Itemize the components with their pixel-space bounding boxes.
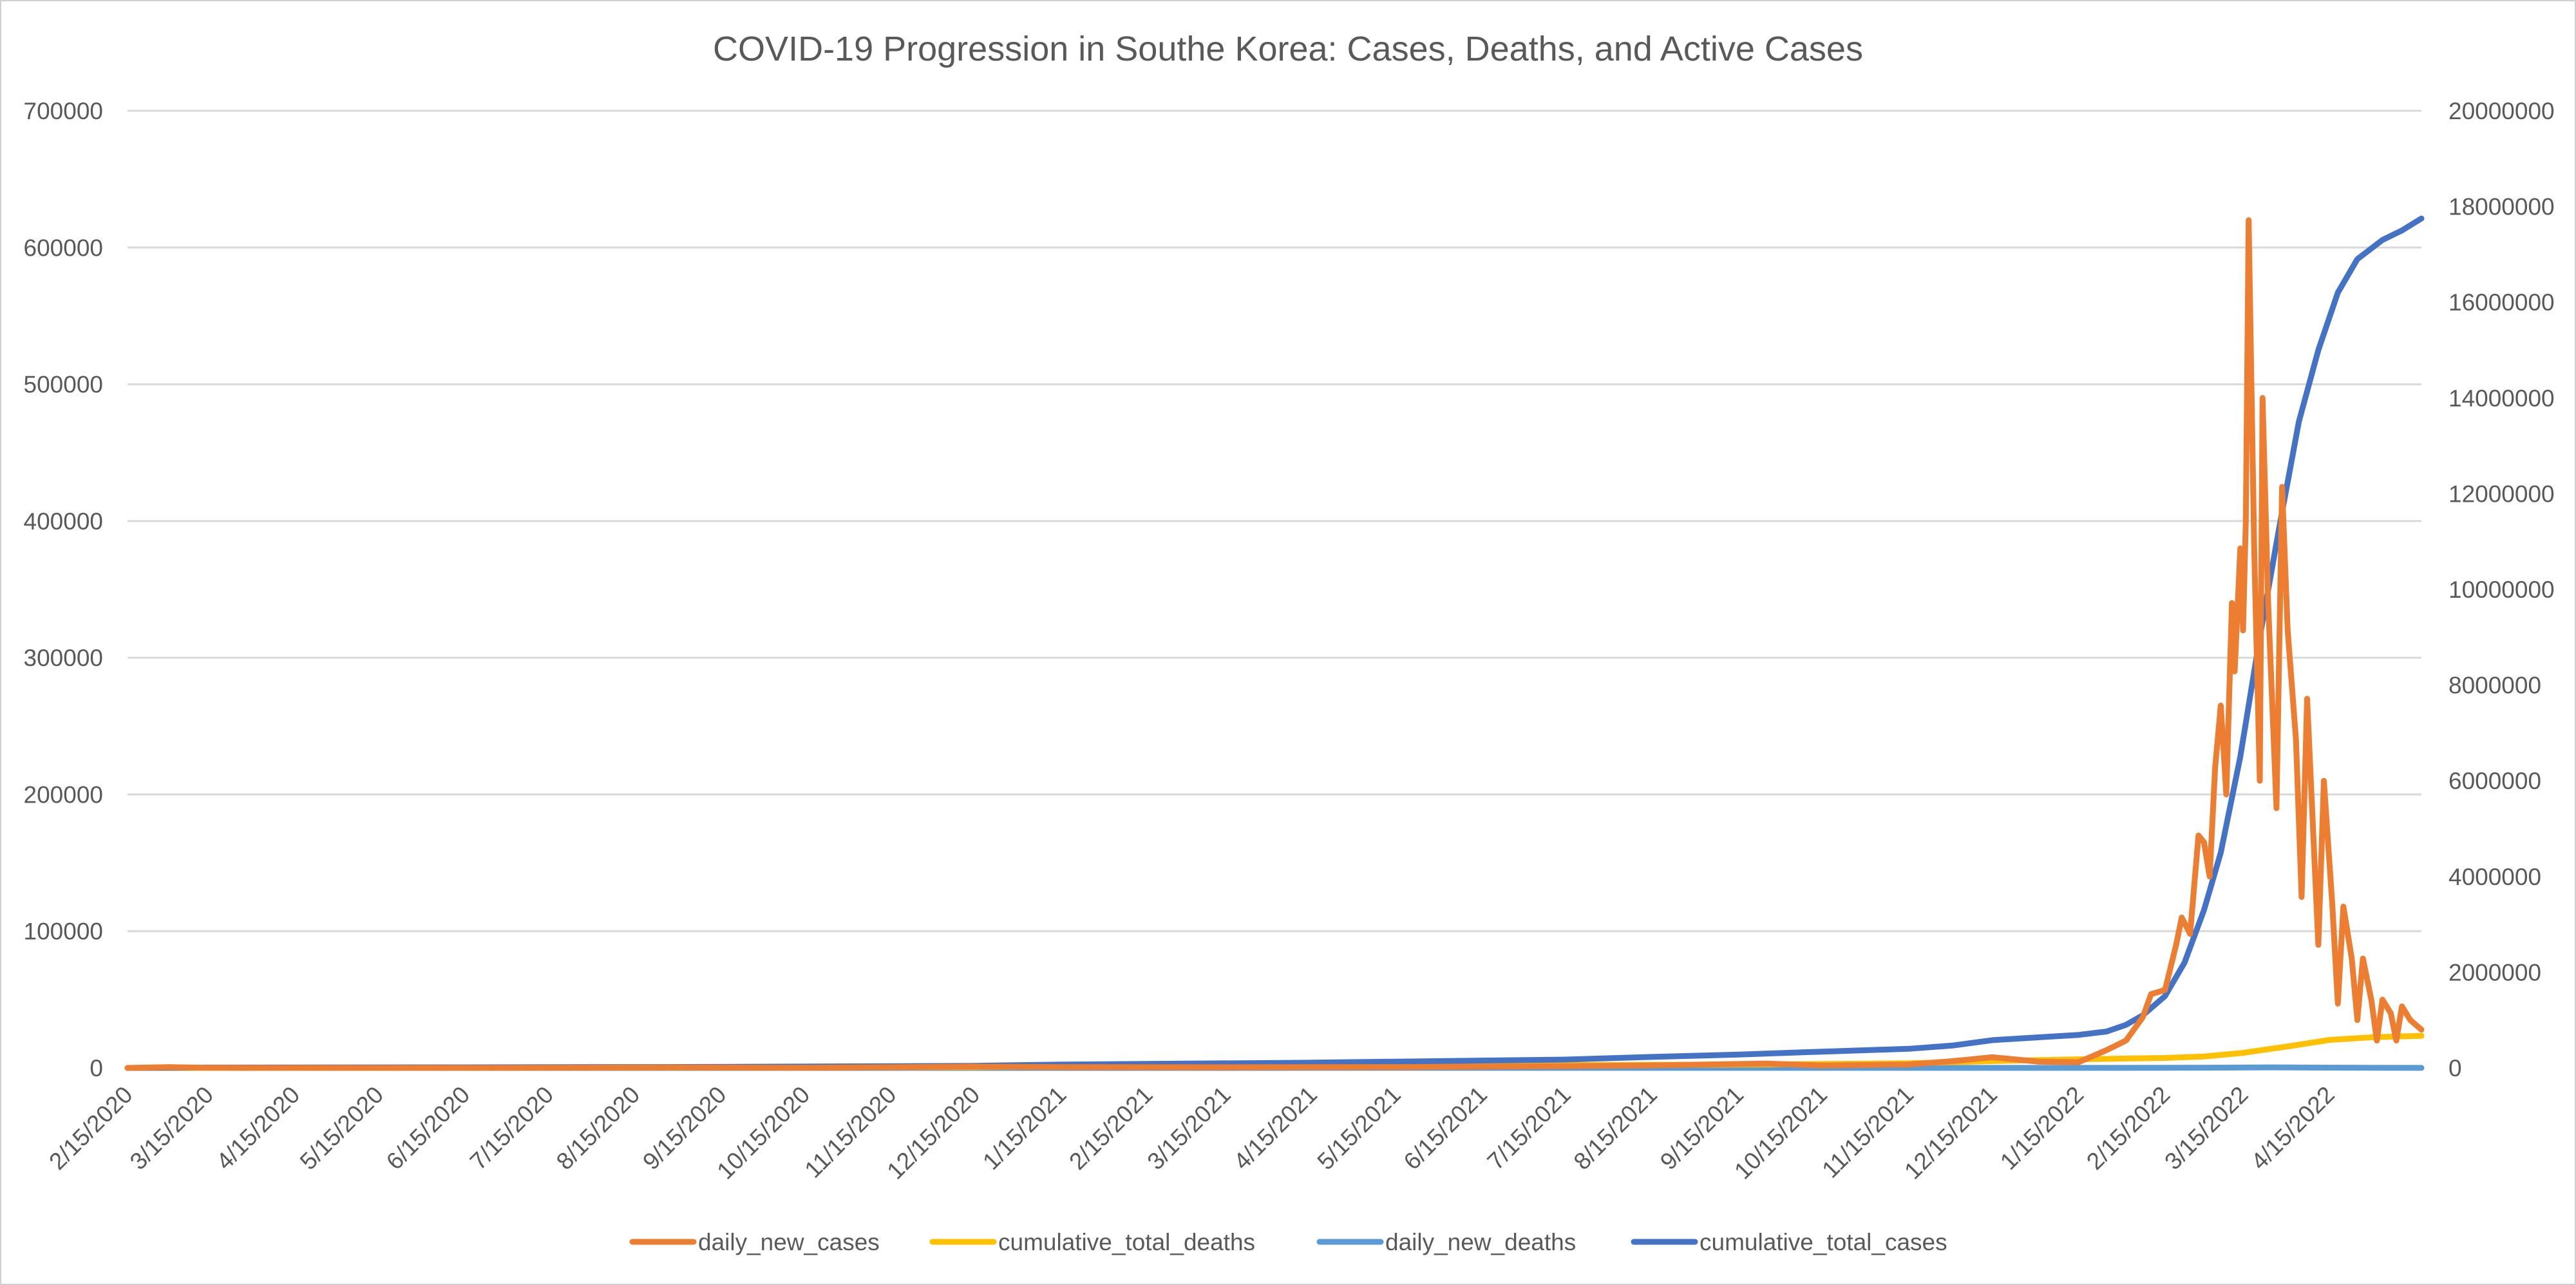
left-tick-label: 200000 bbox=[24, 781, 103, 808]
legend-label: cumulative_total_cases bbox=[1700, 1229, 1947, 1255]
x-tick-label: 4/15/2022 bbox=[2246, 1081, 2339, 1175]
x-tick-label: 3/15/2020 bbox=[125, 1081, 218, 1175]
x-tick-label: 4/15/2020 bbox=[211, 1081, 305, 1175]
x-tick-label: 5/15/2020 bbox=[295, 1081, 388, 1175]
right-tick-label: 0 bbox=[2448, 1055, 2462, 1081]
left-tick-label: 600000 bbox=[24, 234, 103, 261]
right-tick-label: 16000000 bbox=[2448, 289, 2555, 316]
left-tick-label: 400000 bbox=[24, 508, 103, 535]
right-tick-label: 10000000 bbox=[2448, 576, 2555, 603]
legend-label: cumulative_total_deaths bbox=[998, 1229, 1255, 1255]
left-tick-label: 300000 bbox=[24, 645, 103, 671]
left-y-axis: 0 100000 200000 300000 400000 500000 600000 700… bbox=[24, 98, 103, 1081]
x-tick-label: 4/15/2021 bbox=[1229, 1081, 1322, 1175]
legend-item: daily_new_cases bbox=[629, 1229, 880, 1255]
x-tick-label: 2/15/2021 bbox=[1064, 1081, 1157, 1175]
left-tick-label: 500000 bbox=[24, 372, 103, 398]
series-line-cumulative-total-cases bbox=[124, 215, 2425, 1071]
right-tick-label: 12000000 bbox=[2448, 481, 2555, 507]
x-tick-label: 2/15/2020 bbox=[44, 1081, 137, 1175]
x-tick-label: 6/15/2020 bbox=[381, 1081, 475, 1175]
legend-item: cumulative_total_deaths bbox=[929, 1229, 1255, 1255]
legend-item: cumulative_total_cases bbox=[1631, 1229, 1947, 1255]
right-y-axis: 0 2000000 4000000 6000000 8000000 10000000 120… bbox=[2448, 98, 2555, 1081]
x-axis: 2/15/20203/15/20204/15/20205/15/20206/15… bbox=[44, 1067, 2421, 1185]
x-tick-label: 6/15/2021 bbox=[1399, 1081, 1492, 1175]
x-tick-label: 7/15/2020 bbox=[465, 1081, 558, 1175]
x-tick-label: 8/15/2020 bbox=[551, 1081, 645, 1175]
left-tick-label: 100000 bbox=[24, 919, 103, 945]
x-tick-label: 2/15/2022 bbox=[2081, 1081, 2175, 1175]
series-line-daily-new-deaths bbox=[124, 1064, 2425, 1071]
right-tick-label: 6000000 bbox=[2448, 768, 2541, 794]
x-tick-label: 8/15/2021 bbox=[1569, 1081, 1662, 1175]
chart-title: COVID-19 Progression in Southe Korea: Ca… bbox=[713, 30, 1863, 68]
right-tick-label: 20000000 bbox=[2448, 98, 2555, 124]
right-tick-label: 4000000 bbox=[2448, 864, 2541, 890]
series-line-daily-new-cases bbox=[124, 217, 2425, 1071]
right-tick-label: 8000000 bbox=[2448, 672, 2541, 699]
right-tick-label: 2000000 bbox=[2448, 959, 2541, 985]
left-tick-label: 0 bbox=[90, 1055, 103, 1081]
right-tick-label: 14000000 bbox=[2448, 385, 2555, 412]
series-lines bbox=[124, 215, 2425, 1071]
gridlines bbox=[128, 109, 2421, 933]
x-tick-label: 1/15/2022 bbox=[1995, 1081, 2088, 1175]
x-tick-label: 1/15/2021 bbox=[978, 1081, 1071, 1175]
left-tick-label: 700000 bbox=[24, 98, 103, 124]
legend: daily_new_cases cumulative_total_deaths da… bbox=[629, 1229, 1947, 1255]
legend-label: daily_new_deaths bbox=[1385, 1229, 1576, 1255]
x-tick-label: 3/15/2022 bbox=[2159, 1081, 2253, 1175]
x-tick-label: 3/15/2021 bbox=[1142, 1081, 1236, 1175]
right-tick-label: 18000000 bbox=[2448, 194, 2555, 220]
legend-label: daily_new_cases bbox=[698, 1229, 880, 1255]
legend-item: daily_new_deaths bbox=[1316, 1229, 1576, 1255]
x-tick-label: 5/15/2021 bbox=[1312, 1081, 1406, 1175]
x-tick-label: 7/15/2021 bbox=[1482, 1081, 1576, 1175]
